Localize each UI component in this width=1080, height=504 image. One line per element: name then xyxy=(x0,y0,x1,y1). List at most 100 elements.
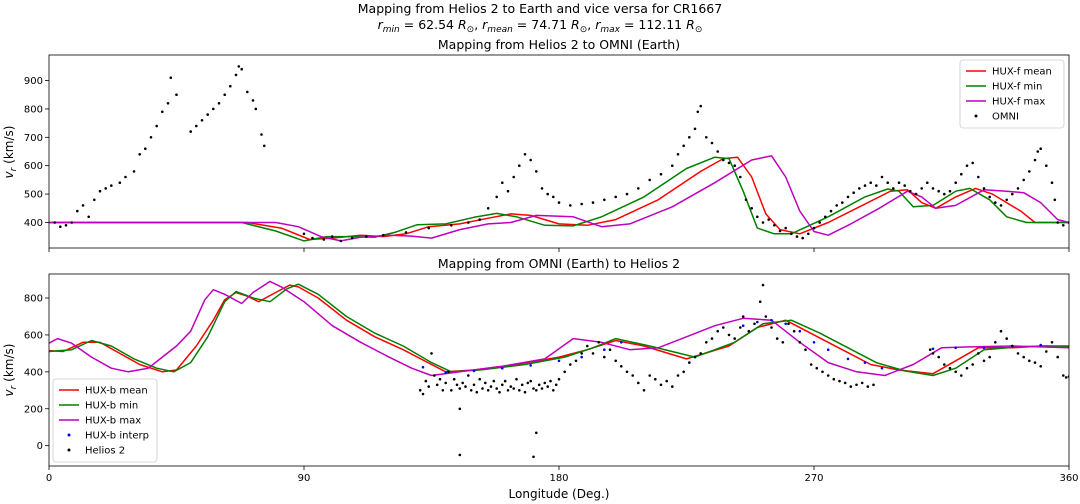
data-point xyxy=(450,389,453,392)
data-point xyxy=(858,187,861,190)
data-point xyxy=(812,226,816,230)
data-point xyxy=(798,329,802,333)
data-point xyxy=(631,374,634,377)
data-point xyxy=(478,218,482,221)
data-point xyxy=(1045,164,1048,167)
data-point xyxy=(872,383,875,387)
data-point xyxy=(648,178,651,182)
data-point xyxy=(886,181,889,184)
data-point xyxy=(458,453,462,457)
data-point xyxy=(688,361,691,364)
data-point xyxy=(767,218,770,221)
data-point xyxy=(350,236,354,240)
series-points-hux-b-interp xyxy=(421,318,1042,375)
data-point xyxy=(506,189,510,193)
data-point xyxy=(1039,147,1042,150)
data-point xyxy=(427,226,431,230)
data-point xyxy=(458,387,462,390)
data-point xyxy=(64,224,68,227)
data-point xyxy=(733,337,736,340)
data-point xyxy=(421,392,425,396)
data-point xyxy=(965,164,969,167)
data-point xyxy=(535,431,538,435)
data-point xyxy=(506,389,510,392)
data-point xyxy=(931,187,935,190)
data-point xyxy=(603,198,606,202)
data-point xyxy=(322,238,326,241)
data-point xyxy=(999,329,1003,333)
legend-label: HUX-b max xyxy=(85,416,141,427)
data-point xyxy=(1016,352,1020,355)
data-point xyxy=(1039,343,1042,347)
data-point xyxy=(971,363,974,366)
data-point xyxy=(489,385,493,388)
data-point xyxy=(798,341,802,344)
data-point xyxy=(1033,361,1037,364)
data-point xyxy=(880,366,884,370)
data-point xyxy=(608,348,612,352)
data-point xyxy=(1045,350,1048,353)
data-point xyxy=(234,73,238,77)
data-point xyxy=(654,377,657,381)
data-point xyxy=(540,387,544,390)
data-point xyxy=(897,181,901,184)
data-point xyxy=(614,359,617,363)
data-point xyxy=(144,147,147,150)
data-point xyxy=(557,201,561,204)
data-point xyxy=(727,161,731,165)
data-point xyxy=(965,366,969,370)
series-line-hux-f-min xyxy=(49,156,1069,242)
data-point xyxy=(982,187,986,190)
y-tick-label: 800 xyxy=(24,104,43,115)
series-points-helios-2 xyxy=(418,283,1069,459)
data-point xyxy=(501,383,504,387)
suptitle-line2: rmin = 62.54 R⊙, rmean = 74.71 R⊙, rmax … xyxy=(378,17,703,35)
data-point xyxy=(804,348,807,352)
data-point xyxy=(753,322,756,326)
data-point xyxy=(722,158,725,162)
data-point xyxy=(532,455,535,459)
data-point xyxy=(903,184,906,187)
data-point xyxy=(773,224,776,227)
data-point xyxy=(246,90,249,94)
data-point xyxy=(523,153,527,156)
x-tick-label: 180 xyxy=(549,473,568,484)
x-tick-label: 90 xyxy=(298,473,311,484)
data-point xyxy=(863,361,867,364)
data-point xyxy=(954,346,957,350)
legend-label: OMNI xyxy=(992,112,1019,123)
data-point xyxy=(775,337,779,340)
y-tick-label: 400 xyxy=(24,367,43,378)
data-point xyxy=(614,195,617,199)
data-point xyxy=(467,221,470,224)
data-point xyxy=(495,195,499,199)
data-point xyxy=(580,352,583,355)
data-point xyxy=(254,107,258,111)
series-points-omni xyxy=(53,65,1069,243)
data-point xyxy=(869,181,872,184)
data-point xyxy=(855,383,858,387)
data-point xyxy=(792,329,796,333)
data-point xyxy=(546,385,549,388)
data-point xyxy=(512,387,515,390)
data-point xyxy=(625,192,629,196)
data-point xyxy=(863,184,867,187)
data-point xyxy=(435,383,439,387)
data-point xyxy=(696,110,700,114)
data-point xyxy=(444,371,448,375)
data-point xyxy=(920,187,923,190)
data-point xyxy=(937,355,940,359)
data-point xyxy=(824,215,827,219)
series-line-hux-b-max xyxy=(49,280,1069,377)
y-tick-label: 200 xyxy=(24,404,43,415)
data-point xyxy=(1011,192,1014,196)
y-tick-label: 800 xyxy=(24,294,43,305)
y-tick-label: 0 xyxy=(37,441,43,452)
y-tick-label: 400 xyxy=(24,218,43,229)
data-point xyxy=(503,379,507,383)
data-point xyxy=(481,387,484,390)
data-point xyxy=(809,363,813,366)
legend-swatch xyxy=(974,114,978,118)
data-point xyxy=(676,374,680,377)
